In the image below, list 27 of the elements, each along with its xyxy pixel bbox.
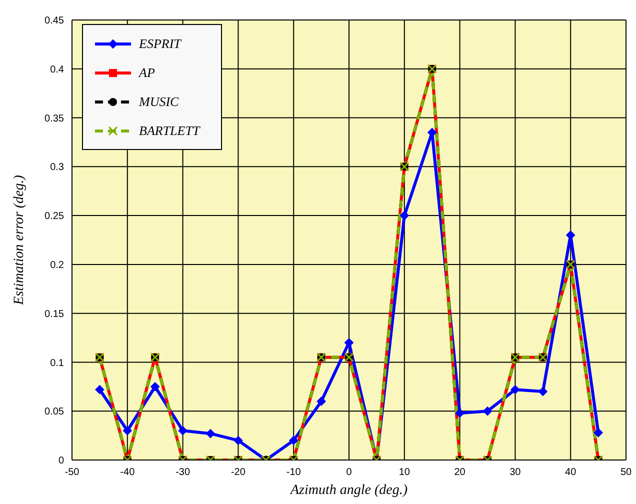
x-tick-label: -10 — [286, 467, 302, 478]
x-tick-label: -50 — [64, 467, 80, 478]
x-tick-label: 20 — [454, 467, 466, 478]
x-tick-label: 10 — [398, 467, 410, 478]
x-tick-label: 0 — [346, 467, 352, 478]
x-tick-label: -20 — [230, 467, 246, 478]
y-tick-label: 0.1 — [50, 358, 64, 369]
x-tick-label: -30 — [176, 467, 190, 478]
legend-label: BARTLETT — [139, 122, 200, 138]
y-tick-label: 0.25 — [44, 211, 64, 222]
y-tick-label: 0.2 — [50, 260, 64, 271]
legend-label: ESPRIT — [139, 36, 181, 52]
legend-label: AP — [139, 64, 155, 80]
y-tick-label: 0.15 — [44, 308, 64, 320]
x-tick-label: -40 — [120, 467, 136, 478]
x-tick-label: 50 — [620, 467, 632, 478]
y-tick-label: 0.3 — [50, 162, 64, 174]
y-tick-label: 0.35 — [44, 113, 64, 124]
x-tick-label: 30 — [510, 467, 522, 478]
y-tick-label: 0.05 — [44, 406, 64, 418]
x-tick-label: 40 — [565, 467, 577, 478]
y-tick-label: 0 — [58, 456, 64, 467]
y-axis-title: Estimation error (deg.) — [12, 174, 27, 306]
legend-label: MUSIC — [139, 94, 179, 110]
y-tick-label: 0.45 — [44, 16, 64, 27]
y-tick-label: 0.4 — [50, 64, 64, 76]
x-axis-title: Azimuth angle (deg.) — [289, 483, 408, 498]
